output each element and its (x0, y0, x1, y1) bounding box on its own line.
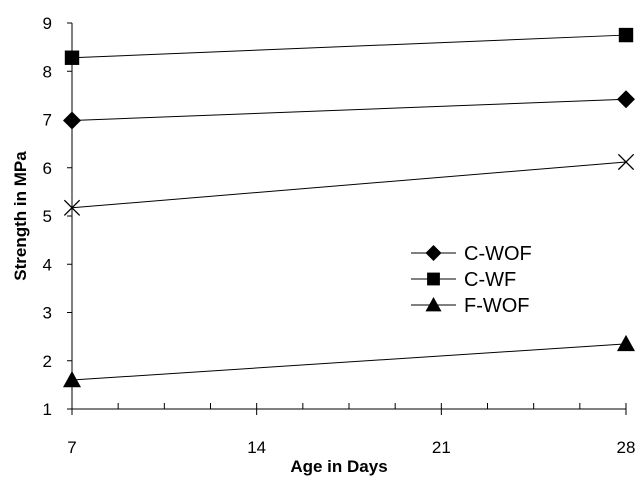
y-tick-label: 7 (43, 111, 52, 130)
data-point-diamond (617, 90, 635, 109)
x-tick-label: 7 (67, 438, 76, 457)
y-tick-label: 1 (43, 400, 52, 419)
legend-marker-square (427, 272, 440, 286)
data-point-diamond (63, 111, 81, 130)
y-tick-label: 2 (43, 352, 52, 371)
legend-item: F-WOF (411, 295, 530, 317)
legend: C-WOF C-WF F-WOF (411, 243, 532, 317)
data-point-triangle (617, 334, 635, 352)
series-c-wf (64, 27, 634, 65)
y-axis-title: Strength in MPa (11, 151, 30, 281)
y-tick-label: 8 (43, 62, 52, 81)
x-tick-label: 21 (432, 438, 451, 457)
data-point-square (64, 50, 80, 65)
data-point-x (63, 199, 81, 216)
y-ticks: 1 2 3 4 5 6 7 8 9 (43, 14, 72, 419)
legend-item: C-WOF (411, 243, 532, 265)
legend-label: C-WF (464, 269, 516, 291)
y-tick-label: 9 (43, 14, 52, 33)
y-tick-label: 6 (43, 159, 52, 178)
series-unlabeled (63, 153, 635, 216)
y-tick-label: 5 (43, 207, 52, 226)
data-point-square (618, 27, 634, 43)
series-line (71, 161, 627, 209)
series-layer (63, 27, 635, 388)
y-tick-label: 3 (43, 304, 52, 323)
axes (71, 23, 626, 410)
series-line (71, 343, 627, 381)
series-c-wof (63, 90, 635, 130)
x-ticks: 7 14 21 28 (67, 403, 635, 457)
legend-label: C-WOF (464, 243, 532, 265)
x-axis-title: Age in Days (290, 457, 387, 476)
x-tick-label: 28 (617, 438, 636, 457)
series-line (71, 34, 627, 59)
y-tick-label: 4 (43, 255, 52, 274)
legend-item: C-WF (411, 269, 516, 291)
series-f-wof (63, 334, 635, 388)
series-line (71, 98, 627, 121)
data-point-x (617, 153, 635, 171)
legend-marker-diamond (425, 245, 442, 261)
data-point-triangle (63, 371, 81, 388)
legend-label: F-WOF (464, 295, 530, 317)
legend-marker-triangle (425, 297, 442, 312)
x-tick-label: 14 (247, 438, 266, 457)
